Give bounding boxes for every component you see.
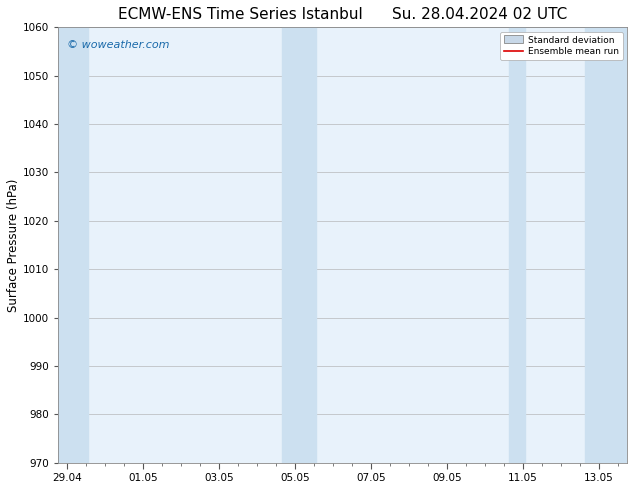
Title: ECMW-ENS Time Series Istanbul      Su. 28.04.2024 02 UTC: ECMW-ENS Time Series Istanbul Su. 28.04.… — [118, 7, 567, 22]
Bar — [58, 27, 88, 463]
Bar — [585, 27, 627, 463]
Bar — [282, 27, 316, 463]
Bar — [510, 27, 524, 463]
Y-axis label: Surface Pressure (hPa): Surface Pressure (hPa) — [7, 178, 20, 312]
Text: © woweather.com: © woweather.com — [67, 40, 169, 50]
Legend: Standard deviation, Ensemble mean run: Standard deviation, Ensemble mean run — [500, 32, 623, 60]
